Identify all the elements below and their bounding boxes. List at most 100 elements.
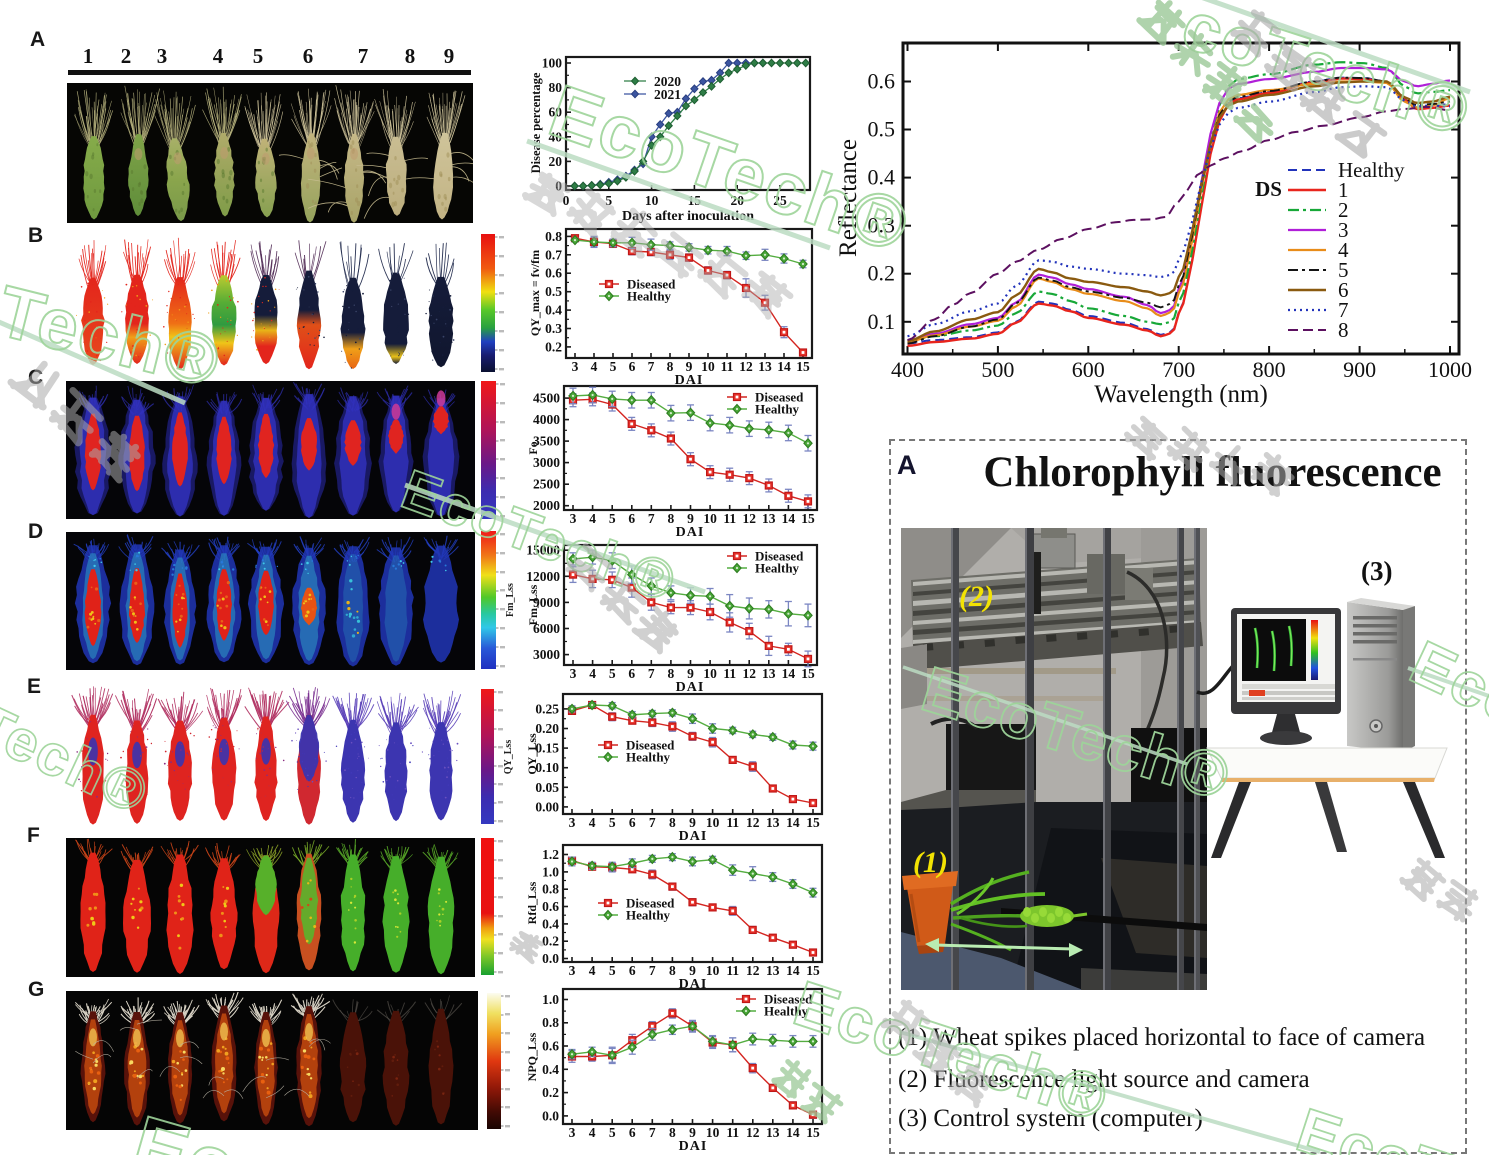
svg-text:7: 7 <box>649 963 656 978</box>
svg-text:15: 15 <box>801 666 815 681</box>
svg-text:QY_Lss: QY_Lss <box>503 740 514 775</box>
svg-text:0.3: 0.3 <box>868 213 896 238</box>
svg-text:0.8: 0.8 <box>542 1015 559 1030</box>
svg-text:10: 10 <box>706 963 720 978</box>
svg-text:3500: 3500 <box>533 434 560 449</box>
svg-text:15: 15 <box>806 1125 820 1140</box>
svg-text:14: 14 <box>786 815 800 830</box>
svg-text:6: 6 <box>628 666 635 681</box>
svg-text:700: 700 <box>1162 357 1195 382</box>
svg-text:12: 12 <box>746 1125 760 1140</box>
svg-text:5: 5 <box>1338 258 1349 282</box>
svg-text:0.00: 0.00 <box>535 799 559 814</box>
svg-text:400: 400 <box>891 357 924 382</box>
svg-text:2500: 2500 <box>533 477 560 492</box>
svg-text:9: 9 <box>689 1125 696 1140</box>
svg-text:(2): (2) <box>959 580 994 613</box>
svg-text:800: 800 <box>1253 357 1286 382</box>
svg-text:0.10: 0.10 <box>535 760 559 775</box>
svg-text:7: 7 <box>648 511 655 526</box>
svg-text:DS: DS <box>1255 177 1282 201</box>
svg-text:15: 15 <box>688 193 702 208</box>
svg-text:9: 9 <box>689 963 696 978</box>
svg-text:2: 2 <box>1338 198 1349 222</box>
svg-text:4: 4 <box>589 511 596 526</box>
svg-text:20: 20 <box>730 193 744 208</box>
svg-text:(1): (1) <box>913 846 948 879</box>
svg-text:20: 20 <box>549 154 563 169</box>
svg-text:5: 5 <box>609 666 616 681</box>
svg-text:3: 3 <box>570 511 577 526</box>
svg-text:0.2: 0.2 <box>868 261 896 286</box>
svg-text:0.20: 0.20 <box>535 721 559 736</box>
svg-text:3: 3 <box>569 963 576 978</box>
svg-text:10: 10 <box>703 666 717 681</box>
svg-text:3000: 3000 <box>533 455 560 470</box>
svg-text:6: 6 <box>629 963 636 978</box>
svg-text:0.8: 0.8 <box>542 882 559 897</box>
svg-text:6: 6 <box>629 1125 636 1140</box>
svg-text:6: 6 <box>1338 278 1349 302</box>
svg-text:12: 12 <box>739 359 753 374</box>
svg-text:13: 13 <box>766 815 780 830</box>
svg-text:12: 12 <box>742 666 756 681</box>
svg-text:QY_Lss: QY_Lss <box>525 733 539 775</box>
svg-text:12: 12 <box>746 815 760 830</box>
svg-text:Diseased: Diseased <box>626 896 675 911</box>
svg-text:10: 10 <box>706 1125 720 1140</box>
svg-text:12000: 12000 <box>526 569 560 584</box>
svg-text:4: 4 <box>589 1125 596 1140</box>
svg-text:Diseased: Diseased <box>627 277 676 292</box>
svg-text:3: 3 <box>569 1125 576 1140</box>
svg-text:9: 9 <box>686 359 693 374</box>
svg-text:11: 11 <box>721 359 734 374</box>
svg-text:0.5: 0.5 <box>868 117 896 142</box>
svg-text:4: 4 <box>1338 238 1349 262</box>
svg-text:Healthy: Healthy <box>755 561 800 576</box>
svg-text:NPQ_Lss: NPQ_Lss <box>525 1032 539 1081</box>
svg-text:2020: 2020 <box>654 74 681 89</box>
svg-text:15: 15 <box>806 815 820 830</box>
svg-text:0: 0 <box>563 193 570 208</box>
svg-text:0.4: 0.4 <box>868 165 896 190</box>
svg-text:7: 7 <box>1338 298 1349 322</box>
svg-text:Healthy: Healthy <box>764 1004 809 1019</box>
svg-text:Healthy: Healthy <box>626 750 671 765</box>
svg-text:6: 6 <box>629 359 636 374</box>
svg-text:Healthy: Healthy <box>1338 158 1405 182</box>
svg-text:DAI: DAI <box>679 1139 708 1154</box>
svg-text:0.6: 0.6 <box>542 899 559 914</box>
svg-text:Rfd_Lss: Rfd_Lss <box>525 881 539 924</box>
svg-text:8: 8 <box>669 1125 676 1140</box>
svg-text:8: 8 <box>1338 318 1349 342</box>
svg-text:Fm_Lss: Fm_Lss <box>505 583 516 617</box>
svg-text:8: 8 <box>669 815 676 830</box>
svg-text:0.05: 0.05 <box>535 780 559 795</box>
svg-text:9: 9 <box>687 511 694 526</box>
svg-text:3: 3 <box>572 359 579 374</box>
svg-text:15: 15 <box>796 359 810 374</box>
svg-text:Diseased: Diseased <box>764 992 813 1007</box>
svg-text:15: 15 <box>801 511 815 526</box>
svg-text:13: 13 <box>762 511 776 526</box>
svg-text:0.6: 0.6 <box>542 1039 559 1054</box>
svg-text:40: 40 <box>549 129 563 144</box>
svg-text:10: 10 <box>701 359 715 374</box>
svg-text:5: 5 <box>609 963 616 978</box>
svg-text:0.2: 0.2 <box>542 1085 559 1100</box>
svg-text:Diseased: Diseased <box>626 738 675 753</box>
svg-text:0.4: 0.4 <box>542 1062 559 1077</box>
svg-text:DAI: DAI <box>675 373 704 388</box>
svg-text:0.25: 0.25 <box>535 701 559 716</box>
svg-text:15000: 15000 <box>526 543 560 558</box>
svg-text:0.6: 0.6 <box>868 69 896 94</box>
svg-text:14: 14 <box>782 666 796 681</box>
svg-text:14: 14 <box>782 511 796 526</box>
svg-text:6: 6 <box>628 511 635 526</box>
svg-text:14: 14 <box>786 1125 800 1140</box>
svg-text:3: 3 <box>569 815 576 830</box>
svg-text:Reflectance: Reflectance <box>835 139 862 257</box>
svg-text:12: 12 <box>746 963 760 978</box>
svg-text:3: 3 <box>1338 218 1349 242</box>
svg-text:0: 0 <box>555 179 562 194</box>
